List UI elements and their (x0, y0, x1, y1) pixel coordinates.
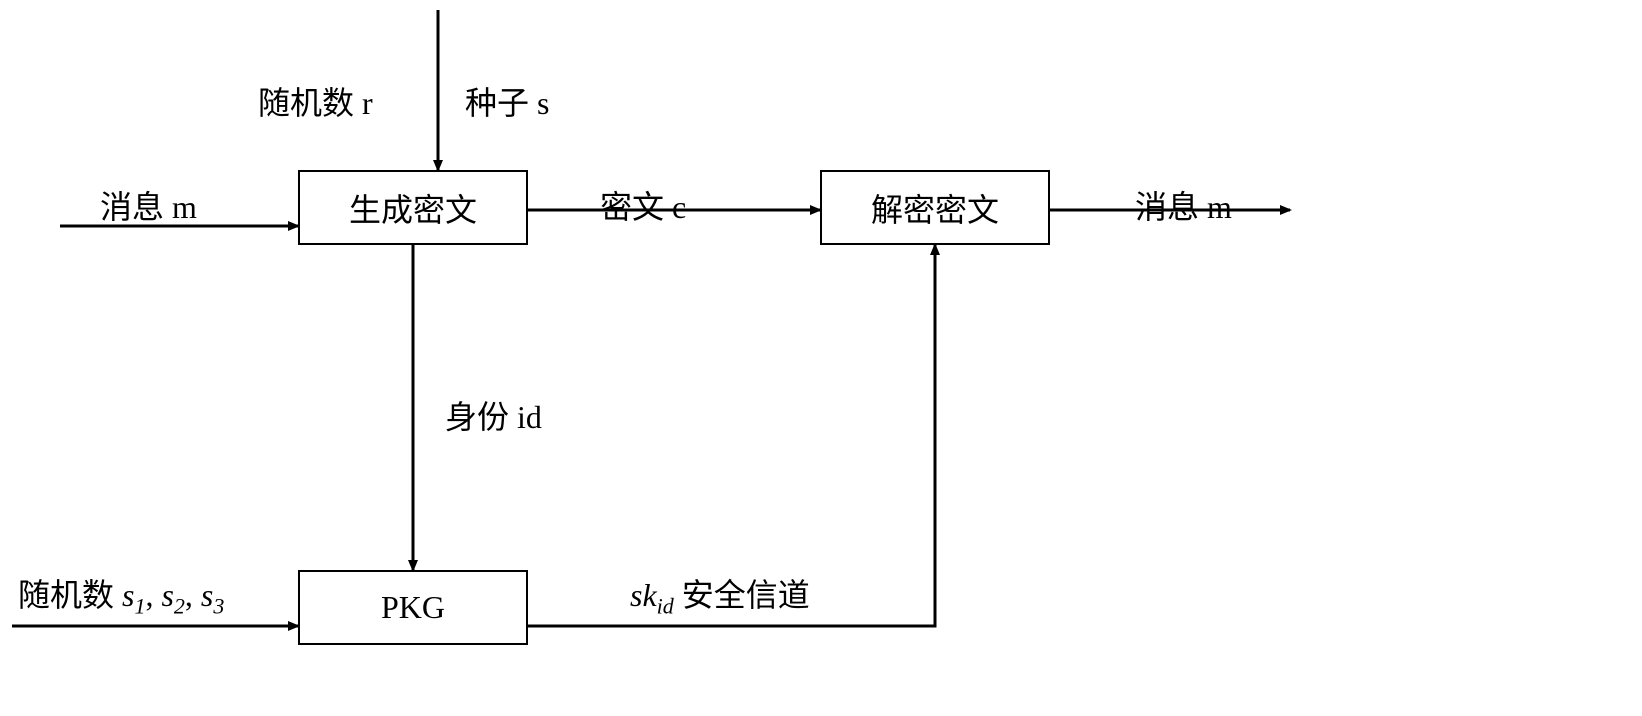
flowchart-diagram: 生成密文 解密密文 PKG 随机数 r 种子 s 消息 m 密文 c 消息 m … (0, 0, 1642, 716)
label-sk-secure-channel: skid 安全信道 (630, 570, 810, 619)
edge-sk-secure-channel (0, 0, 1642, 716)
